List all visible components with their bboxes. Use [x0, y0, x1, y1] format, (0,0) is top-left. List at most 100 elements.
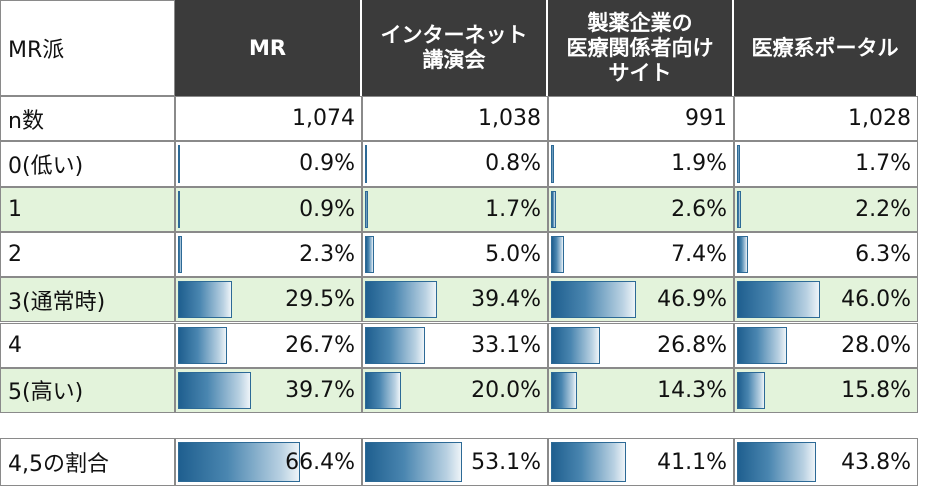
value-label: 66.4% [285, 449, 355, 475]
percent-cell: 1.9% [548, 141, 734, 187]
value-label: 33.1% [471, 332, 541, 358]
summary-percent-cell: 66.4% [175, 438, 362, 486]
value-bar [737, 235, 749, 274]
column-header: MR [175, 0, 360, 96]
value-label: 39.7% [285, 377, 355, 403]
row-label: 5(高い) [0, 367, 175, 414]
value-bar [365, 371, 402, 410]
row-label: 4 [0, 322, 175, 368]
percent-cell: 1.7% [362, 186, 548, 232]
percent-cell: 39.7% [175, 367, 362, 414]
corner-label: MR派 [0, 0, 175, 96]
percent-cell: 0.8% [362, 141, 548, 187]
value-label: 2.2% [855, 196, 911, 222]
percent-cell: 2.3% [175, 231, 362, 278]
value-label: 2.3% [299, 242, 355, 268]
value-bar [178, 326, 227, 364]
value-label: 53.1% [471, 449, 541, 475]
value-bar [178, 442, 300, 482]
value-bar [737, 145, 741, 183]
value-label: 14.3% [657, 377, 727, 403]
value-label: 29.5% [285, 287, 355, 313]
value-bar [178, 281, 232, 319]
value-label: 7.4% [671, 242, 727, 268]
value-label: 15.8% [841, 377, 911, 403]
value-bar [365, 190, 369, 228]
value-bar [178, 190, 180, 228]
row-label: 0(低い) [0, 141, 175, 187]
percent-cell: 46.9% [548, 277, 734, 323]
value-bar [365, 145, 367, 183]
n-count-cell: 1,074 [175, 96, 362, 142]
value-label: 1,038 [478, 106, 541, 132]
value-bar [737, 442, 816, 482]
percent-cell: 0.9% [175, 186, 362, 232]
value-label: 43.8% [841, 449, 911, 475]
value-label: 6.3% [855, 242, 911, 268]
percent-cell: 46.0% [734, 277, 918, 323]
value-label: 46.9% [657, 287, 727, 313]
value-bar [551, 326, 600, 364]
value-label: 41.1% [657, 449, 727, 475]
n-count-cell: 991 [548, 96, 734, 142]
percent-cell: 14.3% [548, 367, 734, 414]
value-label: 2.6% [671, 196, 727, 222]
summary-percent-cell: 53.1% [362, 438, 548, 486]
value-bar [737, 190, 741, 228]
percent-cell: 7.4% [548, 231, 734, 278]
value-bar [551, 281, 637, 319]
value-label: 46.0% [841, 287, 911, 313]
value-label: 20.0% [471, 377, 541, 403]
value-bar [365, 442, 462, 482]
value-bar [551, 145, 555, 183]
value-bar [178, 235, 183, 274]
percent-cell: 1.7% [734, 141, 918, 187]
value-label: 0.8% [485, 151, 541, 177]
value-bar [178, 371, 251, 410]
percent-cell: 0.9% [175, 141, 362, 187]
percent-cell: 2.2% [734, 186, 918, 232]
percent-cell: 2.6% [548, 186, 734, 232]
value-label: 1.9% [671, 151, 727, 177]
summary-percent-cell: 43.8% [734, 438, 918, 486]
value-bar [365, 281, 437, 319]
row-label: n数 [0, 96, 175, 142]
n-count-cell: 1,038 [362, 96, 548, 142]
value-label: 28.0% [841, 332, 911, 358]
value-label: 26.8% [657, 332, 727, 358]
value-label: 1,028 [848, 106, 911, 132]
percent-cell: 15.8% [734, 367, 918, 414]
percent-cell: 5.0% [362, 231, 548, 278]
percent-cell: 28.0% [734, 322, 918, 368]
value-bar [178, 145, 180, 183]
percent-cell: 20.0% [362, 367, 548, 414]
value-label: 1.7% [855, 151, 911, 177]
summary-percent-cell: 41.1% [548, 438, 734, 486]
value-bar [551, 371, 578, 410]
row-label: 2 [0, 231, 175, 278]
value-label: 39.4% [471, 287, 541, 313]
value-label: 0.9% [299, 196, 355, 222]
percent-cell: 33.1% [362, 322, 548, 368]
value-bar [737, 371, 766, 410]
column-header: インターネット 講演会 [362, 0, 546, 96]
row-label: 3(通常時) [0, 277, 175, 323]
value-label: 0.9% [299, 151, 355, 177]
value-bar [365, 326, 426, 364]
row-label: 1 [0, 186, 175, 232]
value-label: 1,074 [292, 106, 355, 132]
percent-cell: 26.8% [548, 322, 734, 368]
column-header: 医療系ポータル [734, 0, 916, 96]
value-bar [551, 190, 556, 228]
n-count-cell: 1,028 [734, 96, 918, 142]
percent-cell: 39.4% [362, 277, 548, 323]
value-bar [737, 281, 820, 319]
value-label: 1.7% [485, 196, 541, 222]
column-header: 製薬企業の 医療関係者向け サイト [548, 0, 732, 96]
value-label: 26.7% [285, 332, 355, 358]
percent-cell: 26.7% [175, 322, 362, 368]
value-bar [737, 326, 788, 364]
value-bar [551, 235, 565, 274]
summary-label: 4,5の割合 [0, 438, 175, 486]
